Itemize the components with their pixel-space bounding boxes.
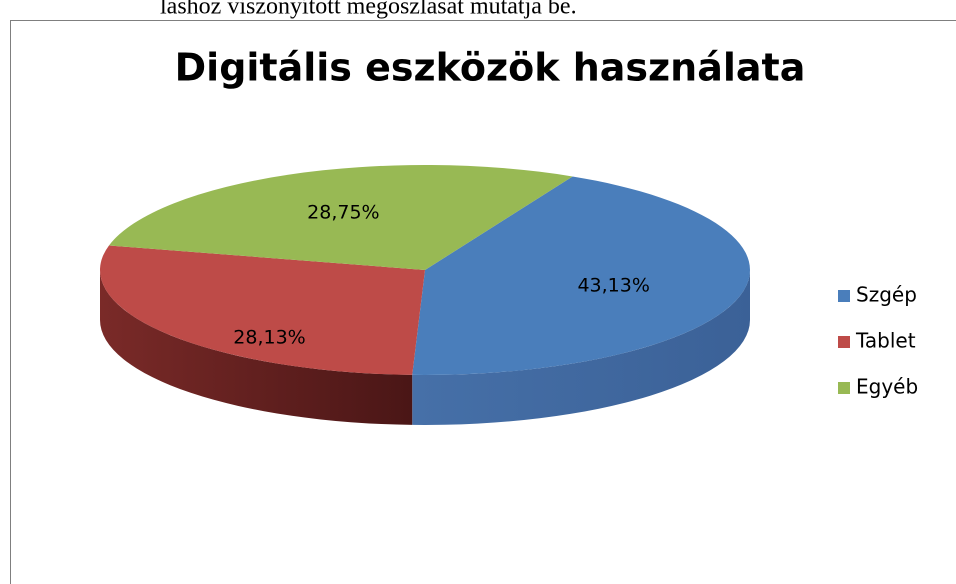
page-text: lashoz viszonyított megoszlását mutatja … [160, 0, 577, 20]
slice-side [412, 270, 750, 426]
legend-label: Egyéb [856, 375, 918, 399]
slice [412, 176, 751, 375]
data-label: 43,13% [577, 274, 649, 296]
data-label: 28,75% [307, 201, 379, 223]
data-label: 28,13% [233, 327, 305, 349]
legend-label: Szgép [856, 283, 917, 307]
slice-side [100, 270, 413, 425]
slice [99, 245, 425, 375]
legend-swatch [838, 382, 850, 394]
legend-swatch [838, 290, 850, 302]
chart-title: Digitális eszközök használata [175, 46, 806, 90]
legend-swatch [838, 336, 850, 348]
legend-label: Tablet [855, 329, 916, 353]
slice [108, 165, 573, 270]
